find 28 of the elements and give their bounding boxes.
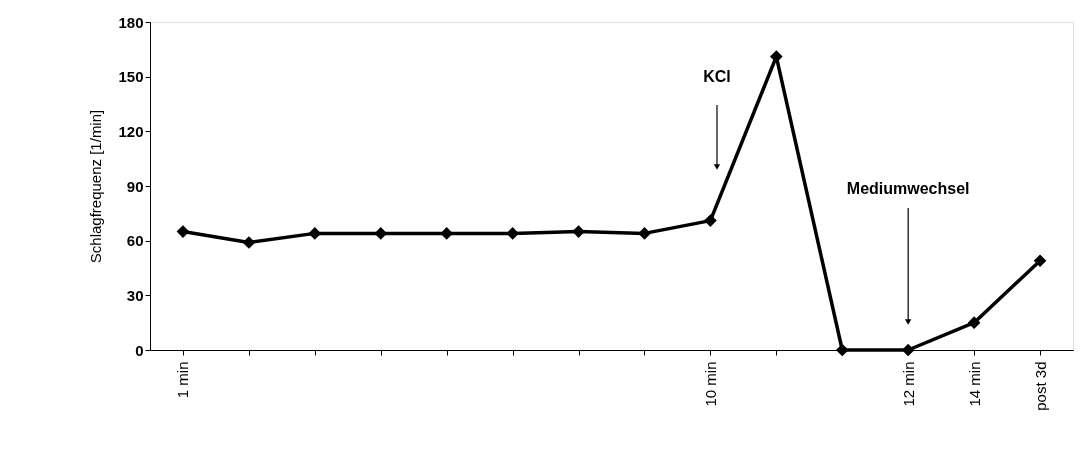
y-axis-title: Schlagfrequenz [1/min] [87, 109, 105, 264]
point [901, 343, 915, 357]
point [835, 343, 849, 357]
point [374, 227, 388, 240]
point [572, 225, 585, 238]
annotation: KCl [703, 68, 731, 85]
point [770, 50, 783, 63]
y-tick-label: 0 [135, 341, 144, 359]
point [638, 227, 651, 240]
x-tick-label: 10 min [701, 361, 719, 407]
y-tick-label: 120 [118, 122, 144, 140]
x-tick-label: post 3d [1031, 361, 1049, 411]
y-tick-label: 30 [126, 286, 144, 304]
point [506, 227, 519, 240]
y-tick-label: 180 [118, 13, 144, 31]
x-tick-label: 1 min [174, 361, 192, 399]
x-tick-label: 12 min [899, 361, 917, 407]
point [242, 236, 256, 249]
y-tick-label: 60 [126, 232, 144, 250]
point [1033, 254, 1047, 268]
point [308, 227, 322, 240]
point [967, 316, 981, 329]
point [176, 225, 190, 238]
annotation: Mediumwechsel [846, 180, 970, 197]
y-tick-label: 150 [118, 68, 144, 86]
point [704, 214, 717, 227]
x-tick-label: 14 min [965, 361, 983, 407]
y-tick-label: 90 [126, 177, 144, 195]
